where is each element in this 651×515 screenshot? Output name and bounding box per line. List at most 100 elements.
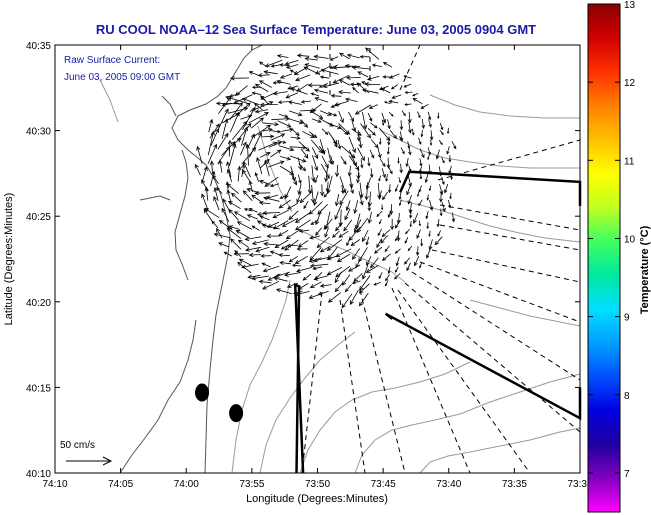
current-vector xyxy=(398,177,402,184)
current-vector xyxy=(351,280,361,285)
current-vector xyxy=(387,137,391,146)
current-vector xyxy=(339,52,350,60)
current-vector xyxy=(260,95,269,104)
current-vector xyxy=(209,160,215,174)
current-vector xyxy=(448,155,452,163)
current-vector xyxy=(218,159,223,173)
current-vector xyxy=(245,246,262,252)
colorbar-ticks: 13 12 11 10 9 8 7 xyxy=(588,0,636,480)
current-vector xyxy=(345,75,361,80)
current-vector xyxy=(297,183,302,196)
current-vector xyxy=(429,199,434,211)
current-vector xyxy=(427,147,431,156)
current-vector xyxy=(237,122,252,141)
current-vector xyxy=(216,187,223,194)
current-vector xyxy=(437,230,441,237)
current-vector xyxy=(404,90,413,94)
x-axis-ticks: 74:10 74:05 74:00 73:55 73:50 73:45 73:40 73:35… xyxy=(42,45,593,490)
current-vector xyxy=(367,112,373,122)
x-tick-label: 73:30 xyxy=(567,479,592,490)
current-vector xyxy=(221,207,230,222)
current-vector xyxy=(290,136,301,140)
current-vector xyxy=(330,93,342,98)
current-vector xyxy=(418,185,422,193)
current-vector xyxy=(334,282,343,293)
current-vector xyxy=(240,141,247,156)
current-vector xyxy=(212,174,219,185)
current-vector xyxy=(395,235,399,242)
current-vector xyxy=(281,127,294,133)
current-vector xyxy=(335,222,343,232)
current-vector xyxy=(406,185,411,196)
current-vector xyxy=(340,155,347,165)
current-vector xyxy=(289,145,307,150)
current-vector xyxy=(218,242,230,248)
current-vector xyxy=(309,110,324,119)
current-vector xyxy=(258,279,272,284)
current-vector xyxy=(262,134,275,139)
current-vector xyxy=(300,99,311,104)
radial-dashed-lines xyxy=(301,44,581,474)
current-vector xyxy=(354,104,372,115)
current-vector xyxy=(303,200,309,210)
current-vector xyxy=(376,210,383,218)
current-vector xyxy=(228,225,240,230)
current-vector xyxy=(278,253,290,258)
current-vector xyxy=(388,184,392,194)
current-vector xyxy=(427,111,432,121)
current-vector xyxy=(251,85,261,89)
plot-area: Raw Surface Current: June 03, 2005 09:00… xyxy=(54,44,582,474)
current-vector xyxy=(294,219,311,231)
current-vector xyxy=(266,233,281,239)
current-vector xyxy=(347,165,352,177)
current-vector xyxy=(322,82,340,89)
current-vector xyxy=(319,75,330,79)
current-vector xyxy=(311,147,319,160)
current-vector xyxy=(405,228,410,235)
radial-line xyxy=(301,291,323,474)
current-vector xyxy=(215,101,241,106)
current-vector xyxy=(429,130,434,141)
radial-line xyxy=(439,204,581,231)
current-vector xyxy=(358,292,369,307)
current-vector xyxy=(229,111,240,133)
current-vector xyxy=(386,157,391,169)
current-vector xyxy=(239,102,251,113)
current-vector xyxy=(217,132,229,150)
current-vector xyxy=(313,275,329,281)
current-vector xyxy=(309,235,321,240)
current-vector xyxy=(334,164,340,178)
colorbar-tick-label: 9 xyxy=(624,313,630,324)
colorbar-tick-label: 11 xyxy=(624,156,635,167)
current-vector xyxy=(314,175,319,184)
current-vector xyxy=(439,122,444,131)
current-vector xyxy=(243,161,251,178)
current-vector xyxy=(385,274,390,282)
current-vector xyxy=(379,158,386,168)
current-vector xyxy=(307,83,321,88)
current-vector xyxy=(387,119,391,130)
current-vector xyxy=(288,110,303,117)
current-vector xyxy=(394,219,401,229)
current-vector xyxy=(381,119,385,126)
current-vector xyxy=(259,200,271,206)
radial-line xyxy=(439,224,581,251)
current-vector xyxy=(294,255,308,264)
bathymetry-contour xyxy=(379,129,580,169)
current-vector xyxy=(218,96,232,114)
current-vector xyxy=(439,191,443,203)
current-vector xyxy=(309,247,322,261)
current-vector xyxy=(235,230,250,239)
bathymetry-contour xyxy=(299,229,406,283)
current-vector xyxy=(358,136,363,149)
current-vector xyxy=(270,64,281,68)
current-vector xyxy=(329,56,339,61)
current-vector xyxy=(213,195,220,211)
current-vector xyxy=(300,119,309,128)
current-vector xyxy=(237,239,249,248)
current-vector xyxy=(276,79,291,85)
current-vector xyxy=(315,227,323,236)
current-vector xyxy=(391,94,402,99)
radial-line xyxy=(391,287,471,474)
current-vector xyxy=(296,53,310,58)
